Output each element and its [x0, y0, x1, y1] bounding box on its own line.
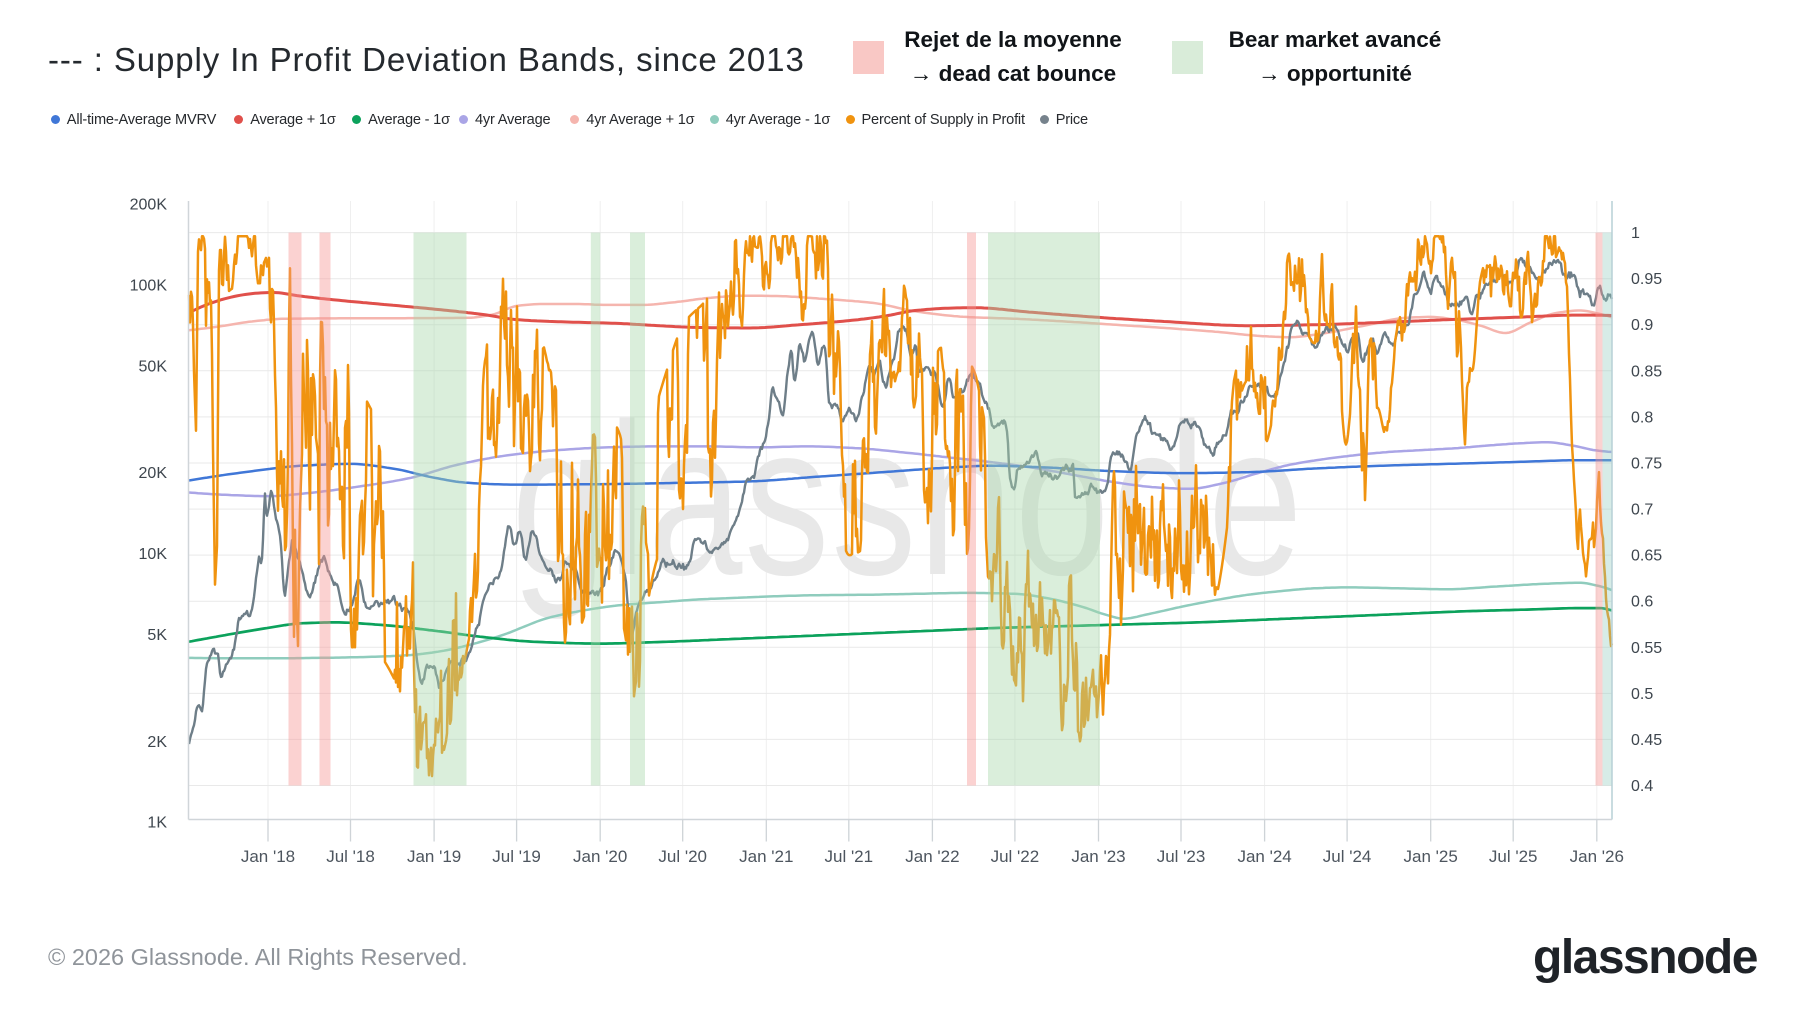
- svg-text:Jan '19: Jan '19: [407, 847, 461, 866]
- svg-text:0.85: 0.85: [1631, 363, 1662, 380]
- svg-text:Jul '25: Jul '25: [1489, 847, 1538, 866]
- svg-text:0.5: 0.5: [1631, 686, 1653, 703]
- svg-text:0.95: 0.95: [1631, 271, 1662, 288]
- svg-text:0.45: 0.45: [1631, 732, 1662, 749]
- svg-text:0.6: 0.6: [1631, 594, 1653, 611]
- svg-text:Jan '23: Jan '23: [1071, 847, 1125, 866]
- svg-text:5K: 5K: [147, 627, 167, 644]
- svg-text:Jul '18: Jul '18: [326, 847, 375, 866]
- svg-text:Jul '22: Jul '22: [991, 847, 1040, 866]
- svg-text:Jul '21: Jul '21: [824, 847, 873, 866]
- svg-text:0.4: 0.4: [1631, 778, 1653, 795]
- svg-text:Jul '23: Jul '23: [1157, 847, 1206, 866]
- svg-text:1: 1: [1631, 225, 1640, 242]
- svg-text:Jan '21: Jan '21: [739, 847, 793, 866]
- svg-text:Jan '25: Jan '25: [1404, 847, 1458, 866]
- svg-text:Jan '22: Jan '22: [905, 847, 959, 866]
- svg-text:0.9: 0.9: [1631, 317, 1653, 334]
- svg-text:100K: 100K: [130, 278, 168, 295]
- svg-text:Jan '26: Jan '26: [1570, 847, 1624, 866]
- svg-text:20K: 20K: [139, 465, 168, 482]
- svg-text:Jan '20: Jan '20: [573, 847, 627, 866]
- svg-text:50K: 50K: [139, 358, 168, 375]
- svg-text:Jul '24: Jul '24: [1323, 847, 1372, 866]
- svg-text:Jul '19: Jul '19: [492, 847, 541, 866]
- svg-text:1K: 1K: [147, 815, 167, 832]
- svg-text:0.8: 0.8: [1631, 409, 1653, 426]
- svg-text:2K: 2K: [147, 734, 167, 751]
- svg-text:Jan '18: Jan '18: [241, 847, 295, 866]
- svg-text:10K: 10K: [139, 546, 168, 563]
- svg-text:Jan '24: Jan '24: [1237, 847, 1291, 866]
- svg-text:0.55: 0.55: [1631, 640, 1662, 657]
- svg-text:200K: 200K: [130, 197, 168, 214]
- svg-text:0.65: 0.65: [1631, 548, 1662, 565]
- svg-text:Jul '20: Jul '20: [658, 847, 707, 866]
- svg-text:0.75: 0.75: [1631, 456, 1662, 473]
- svg-text:0.7: 0.7: [1631, 502, 1653, 519]
